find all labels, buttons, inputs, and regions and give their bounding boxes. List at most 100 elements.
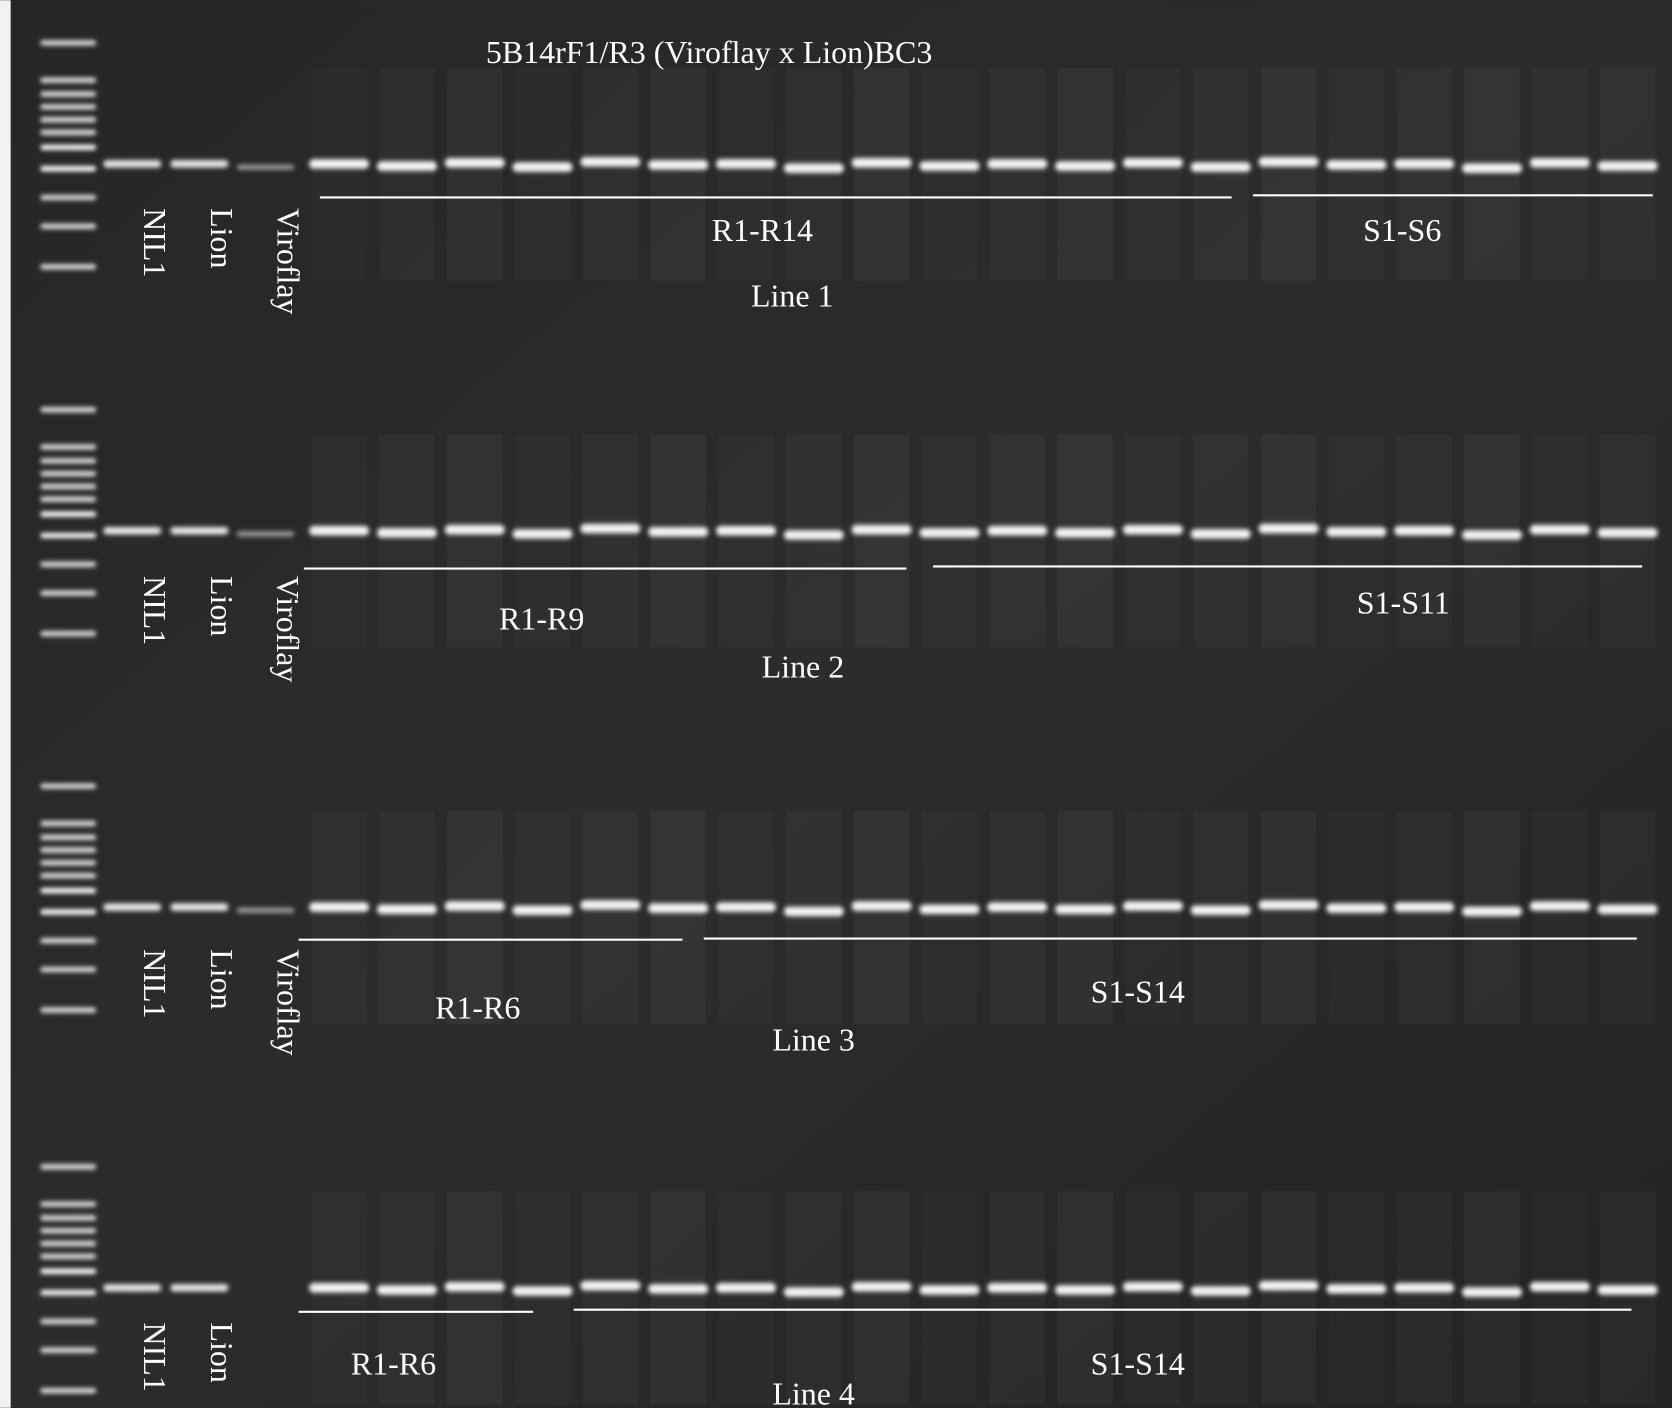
sample-band [783, 906, 844, 917]
control-band [103, 1284, 162, 1292]
sample-band [1326, 526, 1387, 537]
sample-band [1597, 161, 1658, 171]
sample-band [1055, 1285, 1115, 1295]
lane-smear [1329, 811, 1384, 1024]
sample-band [1462, 906, 1522, 917]
sample-band [1258, 523, 1319, 534]
lane-smear [583, 811, 638, 1024]
sample-band [1190, 529, 1251, 539]
ladder-band [40, 264, 96, 270]
lane-smear [718, 1191, 773, 1404]
ladder-band [40, 1228, 96, 1234]
sample-band [716, 902, 776, 912]
lane-smear [1464, 810, 1520, 1024]
lane-label: Lion [204, 208, 239, 268]
sample-band [1055, 904, 1115, 915]
ladder-band [40, 590, 96, 596]
ladder-band [40, 860, 96, 866]
lane-smear [1193, 434, 1248, 647]
ladder-band [40, 407, 96, 413]
lane-smear [515, 1191, 570, 1404]
lane-smear [1532, 434, 1587, 647]
ladder-band [40, 1215, 96, 1221]
sample-band [512, 905, 573, 916]
sample-band [987, 1283, 1048, 1293]
lane-smear [786, 1191, 841, 1404]
ladder-band [40, 223, 96, 229]
control-band [236, 164, 295, 170]
lane-label: Lion [204, 576, 239, 636]
sample-band [783, 163, 844, 173]
lane-smear [853, 67, 910, 281]
control-band [170, 903, 229, 911]
sample-band [1258, 1280, 1319, 1291]
sample-band [309, 902, 369, 912]
control-band [236, 531, 295, 537]
ladder-band [40, 1201, 96, 1207]
ladder-band [40, 1289, 96, 1296]
sample-band [1462, 530, 1522, 540]
sample-band [1123, 901, 1183, 911]
lane-smear [311, 67, 366, 280]
ladder-band [40, 847, 96, 853]
group-label: S1-S14 [1091, 1347, 1185, 1382]
lane-smear [1396, 1191, 1451, 1404]
ladder-band [40, 966, 96, 973]
lane-smear [515, 811, 570, 1024]
control-band [103, 903, 162, 911]
sample-band [444, 901, 505, 911]
sample-band [580, 523, 641, 534]
lane-smear [1057, 67, 1113, 281]
sample-band [1258, 900, 1319, 910]
lane-smear [1260, 1191, 1317, 1405]
lane-smear [853, 810, 910, 1024]
ladder-band [40, 458, 96, 464]
ladder-band [40, 471, 96, 477]
sample-band [1529, 901, 1590, 911]
sample-band [580, 900, 641, 910]
group-label: S1-S6 [1363, 213, 1441, 248]
sample-band [1394, 1283, 1455, 1293]
lane-smear [1600, 1191, 1655, 1404]
lane-label: Viroflay [270, 576, 305, 682]
sample-band [1529, 1281, 1590, 1292]
line-label: Line 1 [751, 278, 834, 313]
sample-band [919, 161, 980, 171]
sample-band [1529, 158, 1590, 168]
line-label: Line 2 [762, 649, 845, 684]
group-label: R1-R9 [499, 601, 584, 636]
sample-band [1190, 1286, 1251, 1296]
sample-band [512, 1286, 573, 1296]
lane-smear [922, 811, 977, 1024]
lane-smear [311, 434, 366, 647]
ladder-band [40, 1007, 96, 1013]
lane-smear [853, 1191, 910, 1405]
ladder-band [40, 873, 96, 879]
line-label: Line 3 [772, 1023, 855, 1058]
lane-smear [922, 67, 977, 280]
sample-band [987, 525, 1048, 536]
sample-band [580, 156, 641, 167]
ladder-band [40, 116, 96, 123]
control-band [236, 907, 295, 913]
lane-smear [1193, 67, 1248, 280]
lane-smear [1464, 67, 1520, 281]
group-label: R1-R6 [435, 991, 520, 1026]
sample-band [987, 159, 1048, 169]
lane-smear [1600, 811, 1655, 1024]
sample-band [1190, 905, 1251, 916]
ladder-band [40, 496, 96, 502]
ladder-band [40, 630, 96, 637]
ladder-band [40, 166, 96, 172]
sample-band [1055, 161, 1115, 171]
lane-smear [1125, 434, 1180, 647]
lane-smear [990, 67, 1045, 280]
lane-label: Lion [204, 1322, 239, 1382]
ladder-band [40, 1347, 96, 1353]
lane-smear [1125, 67, 1180, 280]
lane-smear [1193, 811, 1248, 1024]
ladder-band [40, 561, 96, 567]
ladder-band [40, 144, 96, 151]
lane-smear [1260, 67, 1317, 281]
